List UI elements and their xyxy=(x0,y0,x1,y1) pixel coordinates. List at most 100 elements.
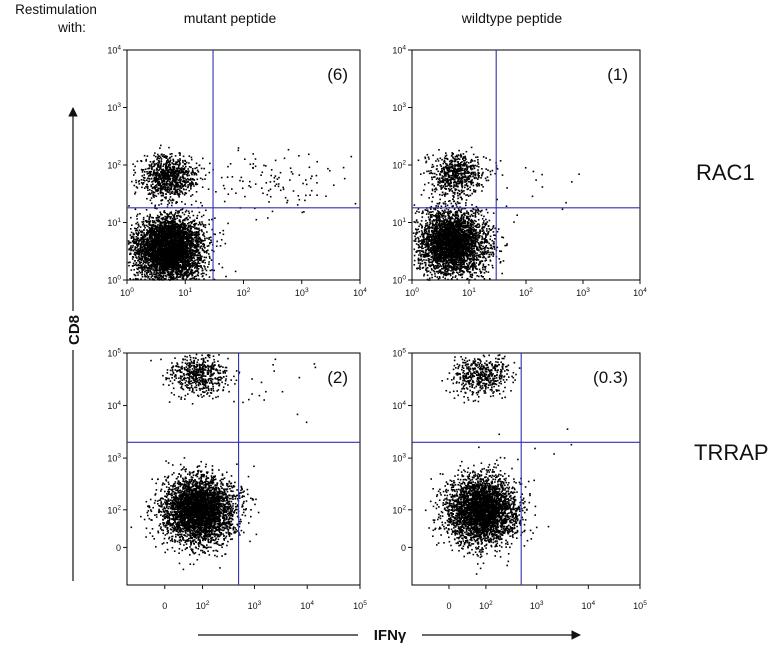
event-dot-0-563 xyxy=(158,157,160,160)
event-dot-1-2405 xyxy=(184,251,186,254)
event-dot-1-2001 xyxy=(203,250,206,253)
event-dot-0-269 xyxy=(157,165,159,167)
event-dot-1-3404 xyxy=(161,238,163,240)
event-dot-0-363 xyxy=(138,183,141,185)
event-dot-1-4089 xyxy=(172,267,174,269)
event-dot-0-825 xyxy=(167,175,169,177)
event-dot-1-3379 xyxy=(160,274,163,277)
event-dot-1-1121 xyxy=(190,225,192,228)
event-dot-1-4243 xyxy=(197,257,200,260)
event-dot-1-771 xyxy=(132,249,135,252)
event-dot-1-2047 xyxy=(184,252,187,255)
event-dot-1-4187 xyxy=(164,218,166,221)
event-dot-0-780 xyxy=(179,184,182,187)
event-dot-1-2157 xyxy=(140,254,143,256)
event-dot-0-622 xyxy=(149,161,152,163)
event-dot-1-4091 xyxy=(204,268,207,270)
event-dot-1-2366 xyxy=(196,240,198,243)
event-dot-1-3903 xyxy=(171,264,173,266)
event-dot-1-3175 xyxy=(187,226,189,229)
event-dot-1-4026 xyxy=(182,251,184,253)
event-dot-0-75 xyxy=(153,160,155,162)
event-dot-1-2893 xyxy=(162,276,164,279)
event-dot-1-1655 xyxy=(132,278,135,281)
event-dot-0-846 xyxy=(157,153,159,156)
event-dot-1-3349 xyxy=(138,232,140,235)
event-dot-0-302 xyxy=(177,167,180,170)
event-dot-1-2489 xyxy=(194,259,196,262)
event-dot-1-3754 xyxy=(157,272,160,274)
event-dot-1-1038 xyxy=(196,237,198,239)
event-dot-0-880 xyxy=(165,155,167,157)
event-dot-1-4223 xyxy=(177,255,180,257)
event-dot-0-196 xyxy=(177,159,179,161)
event-dot-0-463 xyxy=(192,178,195,181)
event-dot-1-2284 xyxy=(185,250,187,252)
event-dot-1-2374 xyxy=(205,250,207,253)
event-dot-1-3011 xyxy=(156,269,158,271)
event-dot-1-3243 xyxy=(175,268,177,271)
event-dot-1-1995 xyxy=(191,264,193,267)
event-dot-0-226 xyxy=(182,174,184,176)
event-dot-0-817 xyxy=(172,168,175,170)
event-dot-0-321 xyxy=(193,173,196,176)
event-dot-0-381 xyxy=(142,169,145,171)
event-dot-0-864 xyxy=(167,170,170,172)
event-dot-1-3094 xyxy=(199,222,201,225)
event-dot-0-315 xyxy=(189,182,192,184)
event-dot-1-4058 xyxy=(158,262,160,264)
event-dot-1-3522 xyxy=(163,268,166,270)
event-dot-1-4211 xyxy=(144,256,146,259)
event-dot-0-165 xyxy=(182,159,184,162)
event-dot-0-536 xyxy=(162,165,164,167)
event-dot-0-882 xyxy=(146,183,148,186)
event-dot-1-4202 xyxy=(160,222,163,224)
event-dot-1-1352 xyxy=(151,224,153,226)
event-dot-1-4267 xyxy=(191,230,193,233)
event-dot-1-2967 xyxy=(143,273,146,276)
event-dot-1-746 xyxy=(143,250,145,252)
event-dot-1-2499 xyxy=(136,218,138,220)
event-dot-1-2573 xyxy=(160,254,162,256)
event-dot-1-3075 xyxy=(174,250,177,253)
event-dot-0-503 xyxy=(181,192,184,195)
event-dot-0-899 xyxy=(173,163,175,165)
event-dot-0-759 xyxy=(173,185,176,188)
event-dot-1-4220 xyxy=(140,231,143,233)
event-dot-1-2562 xyxy=(151,252,154,254)
event-dot-1-3681 xyxy=(224,242,227,245)
event-dot-1-4226 xyxy=(167,272,170,274)
event-dot-1-2727 xyxy=(187,272,189,274)
event-dot-1-111 xyxy=(182,221,184,223)
event-dot-1-2457 xyxy=(137,268,139,271)
event-dot-1-736 xyxy=(153,221,155,224)
event-dot-1-2897 xyxy=(165,277,167,280)
event-dot-1-3836 xyxy=(214,217,216,219)
event-dot-0-176 xyxy=(188,162,190,164)
event-dot-0-355 xyxy=(155,173,158,176)
event-dot-0-715 xyxy=(186,177,189,180)
event-dot-1-3692 xyxy=(134,254,137,257)
event-dot-1-3097 xyxy=(181,211,184,214)
event-dot-1-2838 xyxy=(134,277,137,280)
event-dot-1-1120 xyxy=(197,260,200,263)
event-dot-0-775 xyxy=(191,178,194,180)
event-dot-0-400 xyxy=(154,171,156,174)
event-dot-0-515 xyxy=(172,160,175,163)
event-dot-0-794 xyxy=(162,192,164,194)
event-dot-0-456 xyxy=(150,197,153,199)
event-dot-1-3023 xyxy=(172,271,174,273)
event-dot-1-4000 xyxy=(174,236,177,238)
event-dot-1-3304 xyxy=(203,256,206,259)
event-dot-1-3718 xyxy=(159,236,161,238)
event-dot-1-4190 xyxy=(159,211,161,213)
event-dot-1-2559 xyxy=(168,278,170,281)
event-dot-1-2658 xyxy=(192,264,194,266)
event-dot-0-898 xyxy=(148,171,150,173)
event-dot-1-1009 xyxy=(196,228,198,230)
event-dot-0-312 xyxy=(166,166,169,168)
event-dot-0-892 xyxy=(180,187,182,189)
event-dot-1-3932 xyxy=(192,238,195,241)
event-dot-0-407 xyxy=(175,170,177,173)
event-dot-0-152 xyxy=(158,181,161,183)
